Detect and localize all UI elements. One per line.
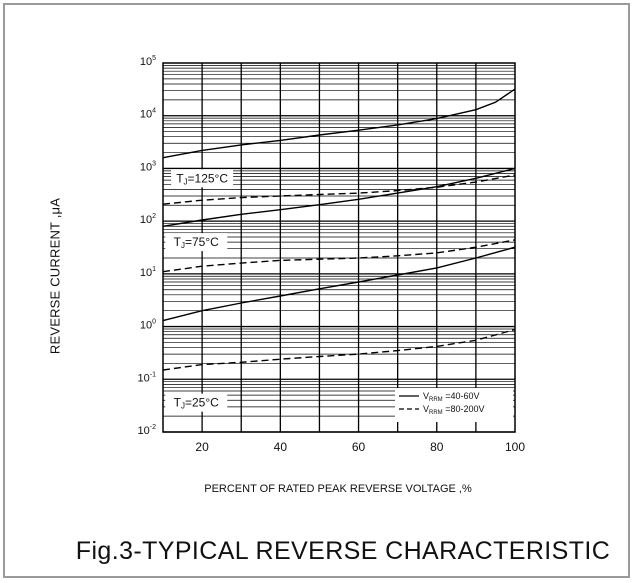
temperature-label-1: TJ=125°C bbox=[176, 171, 228, 186]
x-axis-label: PERCENT OF RATED PEAK REVERSE VOLTAGE ,% bbox=[204, 483, 472, 495]
temperature-label-bg bbox=[165, 233, 228, 252]
series-line-2 bbox=[162, 174, 516, 205]
x-tick-label: 40 bbox=[274, 440, 288, 454]
series-group bbox=[162, 88, 516, 371]
series-line-4 bbox=[162, 239, 516, 273]
temperature-label-3: TJ=25°C bbox=[174, 396, 219, 411]
legend-entry-2: VRRM =80-200V bbox=[423, 404, 484, 416]
series-line-6 bbox=[162, 328, 516, 371]
series-line-3 bbox=[162, 167, 516, 227]
x-tick-label: 100 bbox=[505, 440, 525, 454]
y-tick-label: 105 bbox=[140, 55, 156, 68]
figure-caption: Fig.3-TYPICAL REVERSE CHARACTERISTIC bbox=[75, 537, 611, 565]
y-tick-label: 100 bbox=[140, 319, 156, 332]
legend-box bbox=[395, 388, 513, 422]
y-tick-label: 101 bbox=[140, 266, 156, 279]
temperature-labels: TJ=125°C TJ=75°C TJ=25°C bbox=[165, 169, 234, 412]
y-tick-label: 10-1 bbox=[138, 371, 157, 384]
y-tick-label: 104 bbox=[140, 108, 156, 121]
x-tick-label: 60 bbox=[352, 440, 366, 454]
legend-entry-1: VRRM =40-60V bbox=[423, 391, 479, 403]
temperature-label-bg bbox=[165, 393, 228, 412]
figure-frame bbox=[3, 3, 630, 578]
y-tick-label: 10-2 bbox=[138, 424, 157, 437]
y-tick-label: 102 bbox=[140, 213, 156, 226]
y-tick-label: 103 bbox=[140, 160, 156, 173]
tick-labels: 20 40 60 80 100 10-2 10-1 100 101 102 103 104 105 bbox=[138, 55, 526, 454]
series-line-5 bbox=[162, 246, 516, 322]
x-tick-label: 20 bbox=[195, 440, 209, 454]
plot-border bbox=[162, 62, 516, 433]
x-tick-label: 80 bbox=[430, 440, 444, 454]
y-axis-label: REVERSE CURRENT ,μA bbox=[47, 197, 63, 355]
temperature-label-bg bbox=[171, 169, 234, 188]
series-line-1 bbox=[162, 88, 516, 159]
temperature-label-2: TJ=75°C bbox=[174, 235, 219, 250]
